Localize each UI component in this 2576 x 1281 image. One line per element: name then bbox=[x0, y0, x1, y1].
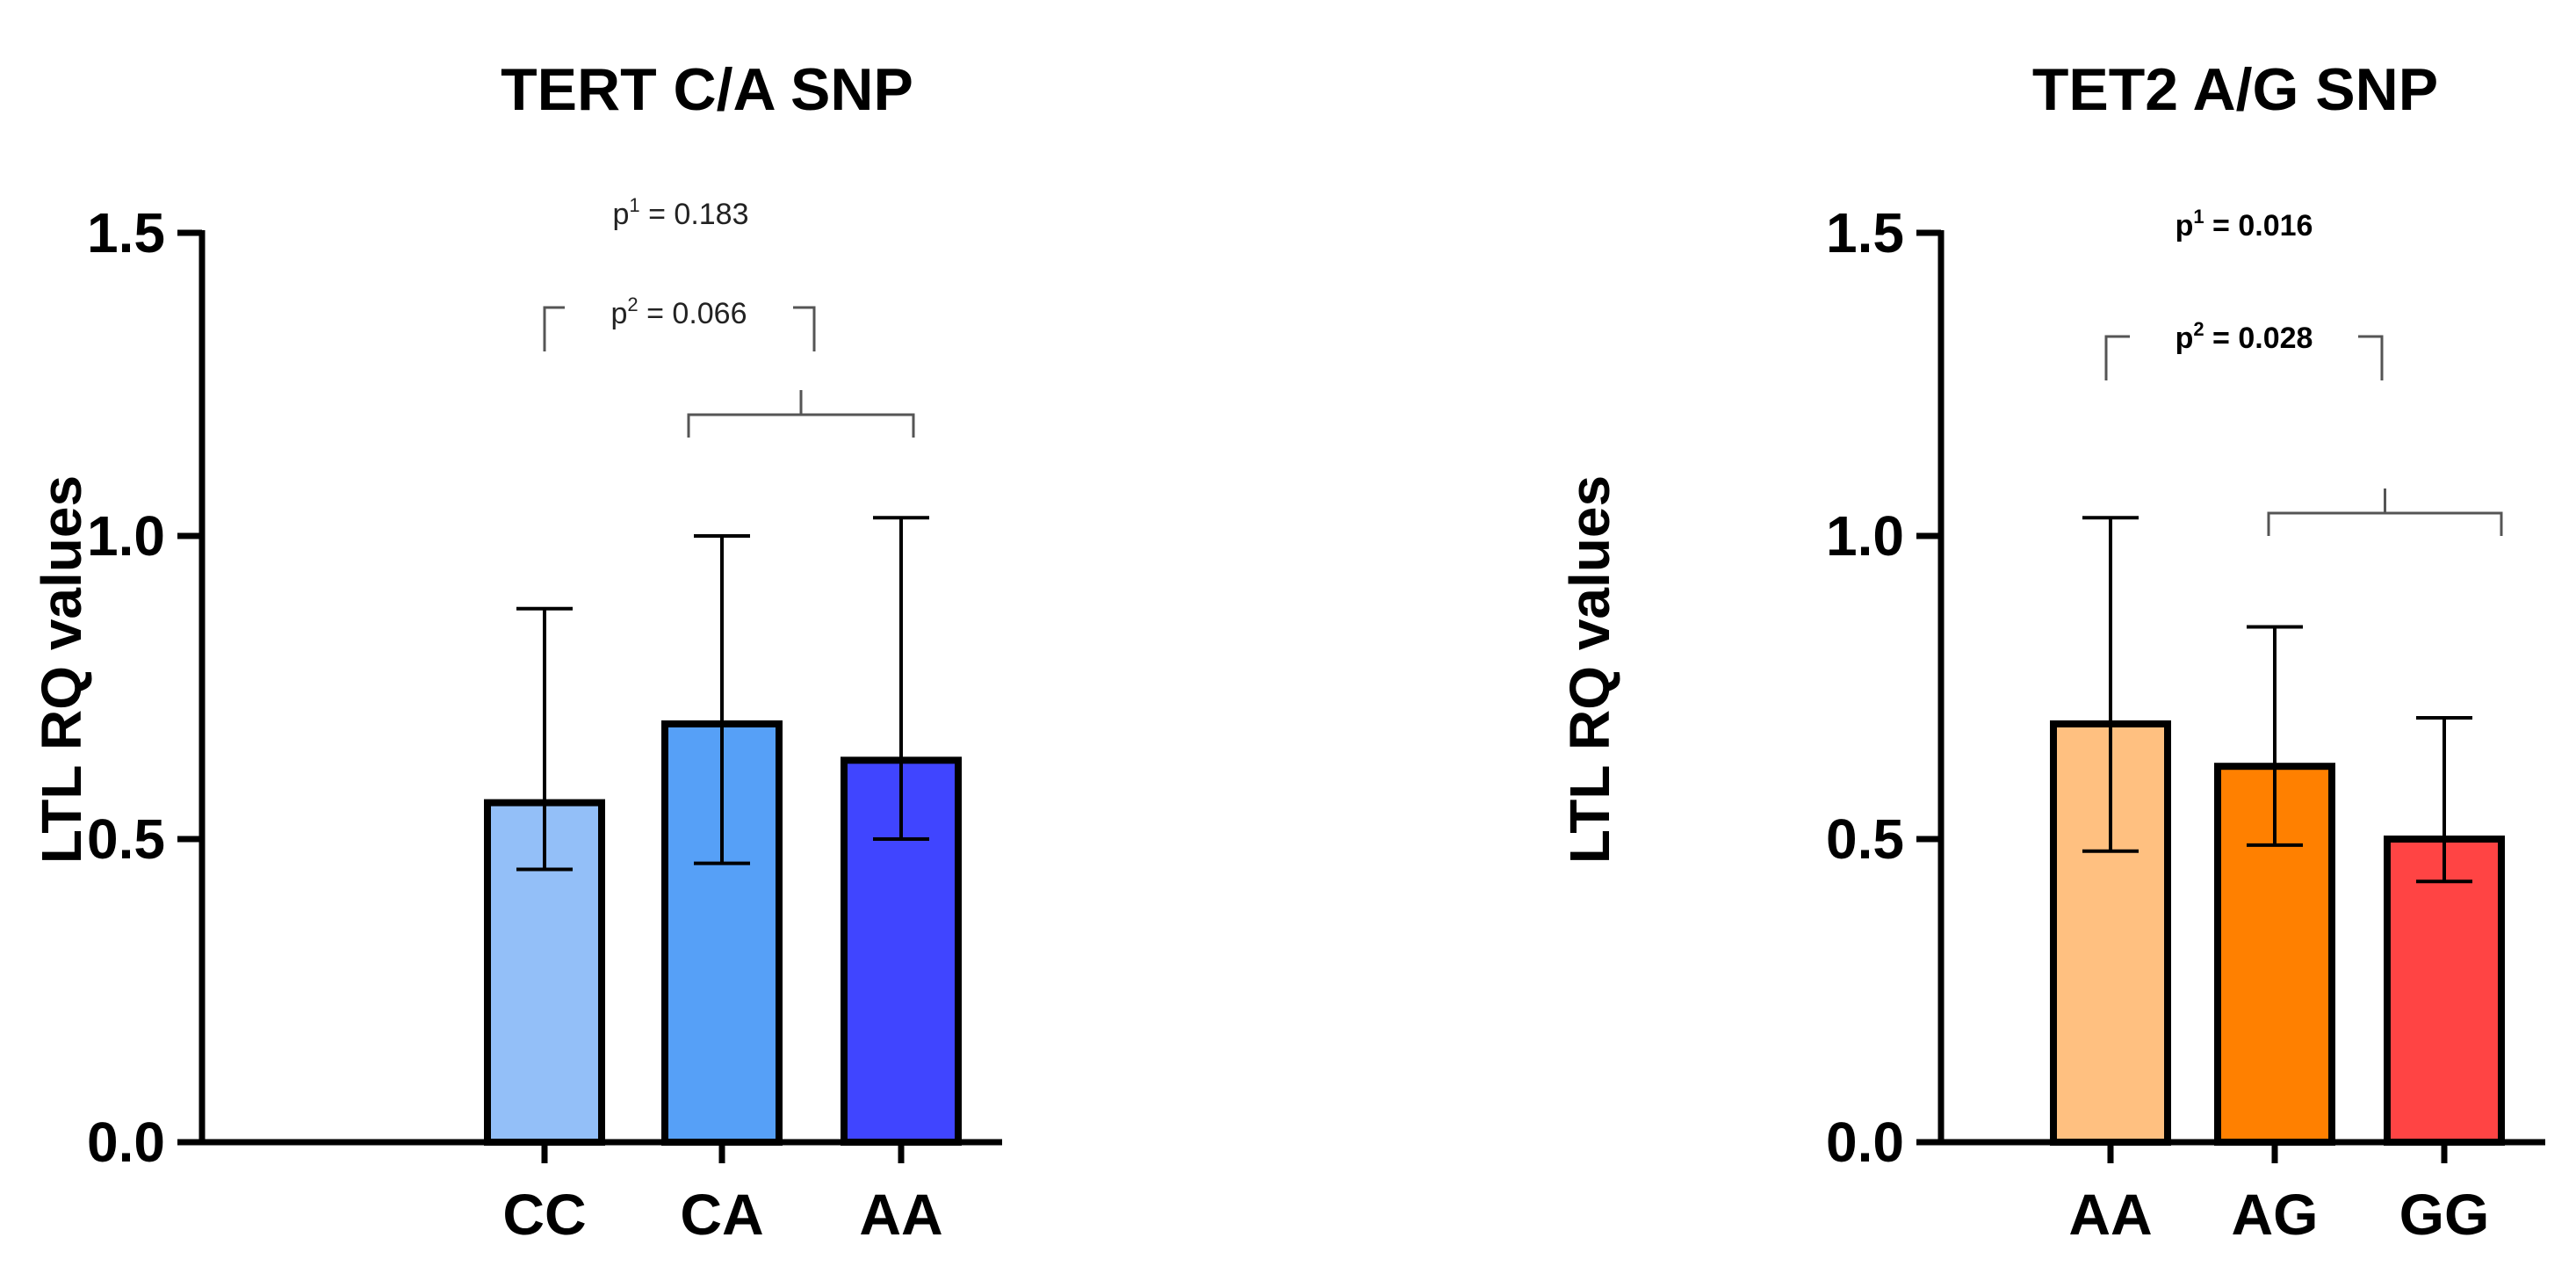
p2-bracket-left bbox=[543, 306, 565, 351]
tert-chart-panel: TERT C/A SNP LTL RQ values 0.0 0.5 1.0 1.5 C… bbox=[30, 56, 1002, 1247]
tet2-chart-panel: TET2 A/G SNP LTL RQ values 0.0 0.5 1.0 1.5 A… bbox=[1558, 56, 2545, 1247]
p1-label: p1 = 0.016 bbox=[2176, 206, 2313, 242]
p1-label: p1 = 0.183 bbox=[612, 194, 748, 231]
x-tick-label: CA bbox=[680, 1182, 763, 1247]
x-tick-label: GG bbox=[2399, 1182, 2490, 1247]
chart-title: TERT C/A SNP bbox=[501, 56, 913, 123]
bar bbox=[841, 756, 962, 1146]
x-tick-label: CC bbox=[502, 1182, 586, 1247]
x-tick-label: AA bbox=[859, 1182, 942, 1247]
y-tick-label: 1.0 bbox=[1826, 504, 1904, 568]
y-tick-label: 1.5 bbox=[1826, 201, 1904, 264]
group-bracket bbox=[687, 413, 915, 438]
p2-bracket-right bbox=[793, 306, 816, 351]
y-tick-label: 0.0 bbox=[87, 1111, 165, 1174]
chart-title: TET2 A/G SNP bbox=[2032, 56, 2438, 123]
p2-bracket-right bbox=[2358, 335, 2384, 380]
p2-label: p2 = 0.066 bbox=[610, 293, 747, 330]
x-tick-label: AG bbox=[2232, 1182, 2319, 1247]
group-bracket bbox=[2267, 511, 2503, 536]
y-tick-label: 1.0 bbox=[87, 504, 165, 568]
bar bbox=[2384, 836, 2505, 1146]
x-tick-label: AA bbox=[2068, 1182, 2152, 1247]
y-axis-label: LTL RQ values bbox=[1558, 475, 1621, 864]
p2-label: p2 = 0.028 bbox=[2176, 318, 2313, 355]
y-tick-label: 1.5 bbox=[87, 201, 165, 264]
y-tick-label: 0.5 bbox=[87, 807, 165, 871]
y-tick-label: 0.5 bbox=[1826, 807, 1904, 871]
y-axis-label: LTL RQ values bbox=[30, 475, 93, 864]
p2-bracket-left bbox=[2104, 335, 2130, 380]
y-tick-label: 0.0 bbox=[1826, 1111, 1904, 1174]
